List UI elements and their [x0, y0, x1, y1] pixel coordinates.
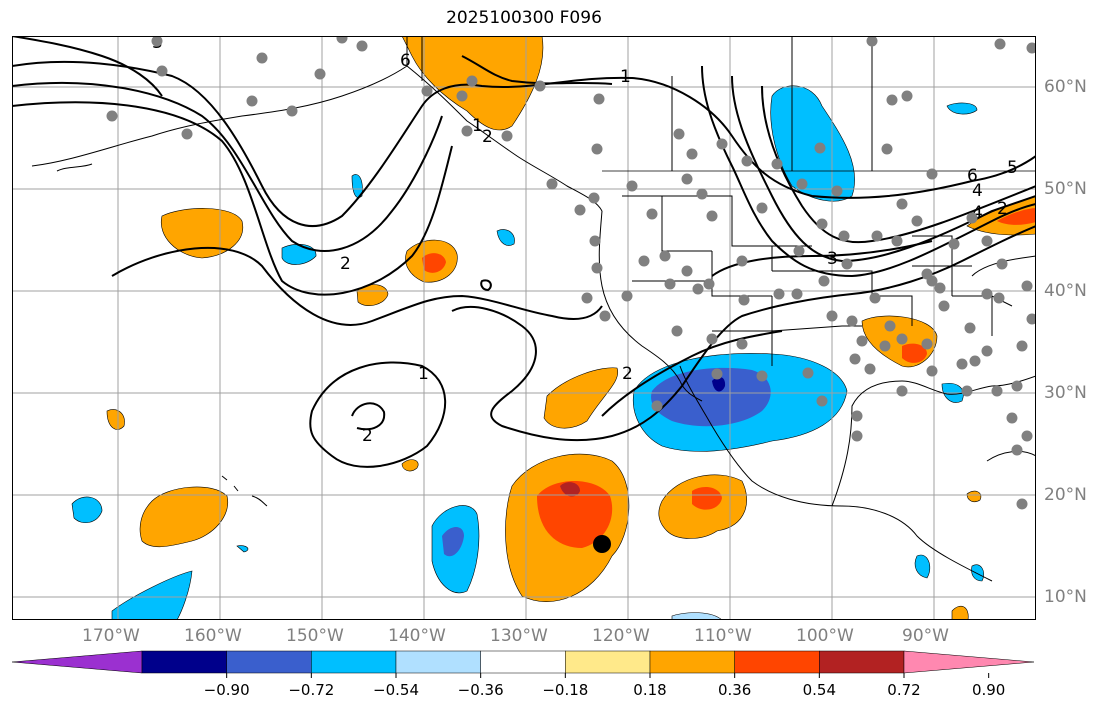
lon-label: 100°W — [796, 626, 854, 646]
lon-label: 90°W — [902, 626, 949, 646]
contour-label: 2 — [340, 254, 351, 274]
lon-label: 130°W — [490, 626, 548, 646]
contour-label: 3 — [827, 249, 838, 269]
contour-label: 2 — [997, 199, 1008, 219]
contour-label: 4 — [972, 203, 983, 223]
contour-label-group: 6 1 1 4 6 5 4 3 2 3 2 2 1 2 2 — [152, 36, 1018, 446]
contour-label: 6 — [967, 166, 978, 186]
colorbar-swatch — [734, 650, 820, 674]
contour-label: 2 — [622, 364, 633, 384]
contour-label: 6 — [400, 51, 411, 71]
contour-label: 1 — [472, 116, 483, 136]
colorbar-labels: −0.90 −0.72 −0.54 −0.36 −0.18 0.18 0.36 0.54 0.7… — [204, 681, 1006, 699]
contour-label: 1 — [418, 364, 429, 384]
shading-layer — [71, 36, 1036, 620]
lat-label: 60°N — [1044, 77, 1087, 97]
colorbar-swatch — [649, 650, 735, 674]
colorbar-tick-label: 0.72 — [887, 681, 920, 699]
colorbar-extend-low — [11, 650, 143, 674]
map-title: 2025100300 F096 — [446, 8, 602, 28]
colorbar-tick-label: −0.18 — [542, 681, 588, 699]
colorbar-tick-label: 0.36 — [718, 681, 751, 699]
colorbar-tick-label: 0.54 — [803, 681, 836, 699]
colorbar-swatch — [480, 650, 566, 674]
colorbar-swatch — [311, 650, 397, 674]
colorbar-extend-high — [903, 650, 1035, 674]
contour-label: 2 — [362, 426, 373, 446]
contour-lines — [12, 36, 1036, 468]
map-panel: 6 1 1 4 6 5 4 3 2 3 2 2 1 2 2 — [12, 36, 1036, 620]
colorbar-swatch — [226, 650, 312, 674]
lon-label: 150°W — [286, 626, 344, 646]
lat-label: 10°N — [1044, 587, 1087, 607]
storm-marker — [593, 535, 611, 553]
colorbar-tick-label: −0.36 — [458, 681, 504, 699]
colorbar-swatch — [141, 650, 227, 674]
contour-label: 5 — [1007, 158, 1018, 178]
colorbar-tick-label: −0.54 — [373, 681, 419, 699]
lon-label: 140°W — [388, 626, 446, 646]
lat-label: 20°N — [1044, 485, 1087, 505]
lon-label: 160°W — [184, 626, 242, 646]
lon-label: 110°W — [694, 626, 752, 646]
colorbar-tick-label: 0.18 — [633, 681, 666, 699]
colorbar-tick-label: −0.72 — [288, 681, 334, 699]
lat-label: 40°N — [1044, 281, 1087, 301]
station-dots — [106, 36, 1036, 510]
colorbar-swatch — [819, 650, 905, 674]
lon-label: 170°W — [82, 626, 140, 646]
lon-label: 120°W — [592, 626, 650, 646]
contour-label: 4 — [972, 181, 983, 201]
colorbar-swatch — [565, 650, 651, 674]
lat-label: 30°N — [1044, 383, 1087, 403]
colorbar-tick-label: −0.90 — [204, 681, 250, 699]
colorbar-tick-label: 0.90 — [972, 681, 1005, 699]
colorbar: −0.90 −0.72 −0.54 −0.36 −0.18 0.18 0.36 0.54 0.7… — [11, 650, 1035, 699]
contour-label: 2 — [482, 127, 493, 147]
colorbar-ticks — [226, 673, 990, 678]
colorbar-swatches — [11, 650, 1035, 674]
contour-label: 1 — [620, 67, 631, 87]
colorbar-swatch — [395, 650, 481, 674]
lat-label: 50°N — [1044, 179, 1087, 199]
coastlines — [31, 36, 1036, 582]
